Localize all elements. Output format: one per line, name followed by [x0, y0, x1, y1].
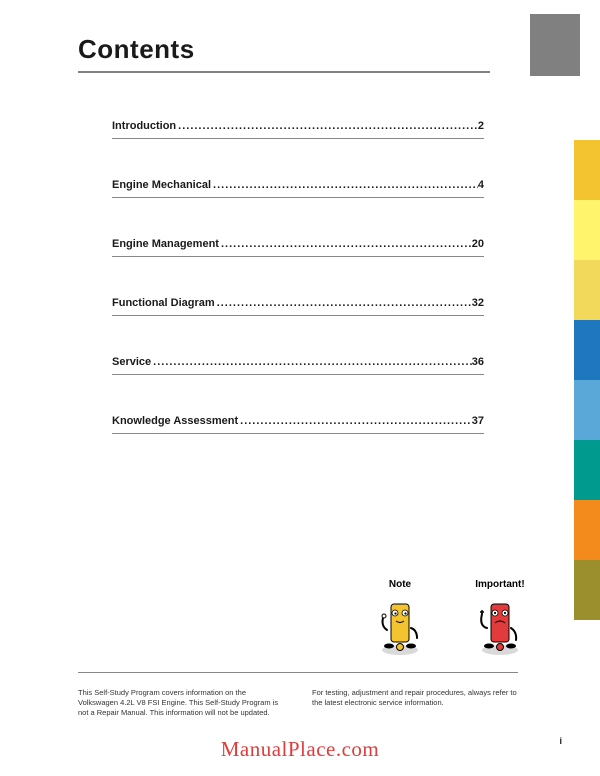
decor-gray-block: [530, 14, 580, 76]
color-tab-7: [574, 560, 600, 620]
legend-note-label: Note: [364, 579, 436, 590]
icon-legend: Note Impo: [364, 579, 536, 658]
toc-row[interactable]: Functional Diagram 32: [112, 297, 484, 316]
watermark: ManualPlace.com: [0, 737, 600, 762]
toc-page: 20: [472, 238, 484, 250]
color-tab-5: [574, 440, 600, 500]
color-tab-1: [574, 200, 600, 260]
footer-text: This Self-Study Program covers informati…: [78, 688, 518, 718]
toc-page: 37: [472, 415, 484, 427]
color-tab-0: [574, 140, 600, 200]
toc-row[interactable]: Engine Mechanical 4: [112, 179, 484, 198]
footer-left: This Self-Study Program covers informati…: [78, 688, 284, 718]
table-of-contents: Introduction 2Engine Mechanical 4Engine …: [112, 120, 484, 474]
color-tab-6: [574, 500, 600, 560]
color-tab-3: [574, 320, 600, 380]
footer-rule: [78, 672, 518, 673]
note-icon: [373, 594, 427, 658]
important-icon: [473, 594, 527, 658]
toc-page: 32: [472, 297, 484, 309]
legend-note: Note: [364, 579, 436, 658]
toc-label: Knowledge Assessment: [112, 415, 238, 427]
toc-label: Introduction: [112, 120, 176, 132]
toc-page: 4: [478, 179, 484, 191]
toc-label: Functional Diagram: [112, 297, 215, 309]
color-tab-4: [574, 380, 600, 440]
toc-row[interactable]: Service 36: [112, 356, 484, 375]
legend-important-label: Important!: [464, 579, 536, 590]
toc-row[interactable]: Introduction 2: [112, 120, 484, 139]
toc-leader: [219, 238, 472, 250]
footer-right: For testing, adjustment and repair proce…: [312, 688, 518, 718]
title-bar: Contents: [78, 34, 490, 73]
toc-leader: [238, 415, 472, 427]
toc-row[interactable]: Engine Management 20: [112, 238, 484, 257]
toc-label: Service: [112, 356, 151, 368]
toc-leader: [215, 297, 472, 309]
section-color-tabs: [574, 140, 600, 620]
toc-leader: [176, 120, 478, 132]
toc-leader: [211, 179, 478, 191]
toc-leader: [151, 356, 472, 368]
toc-page: 36: [472, 356, 484, 368]
legend-important: Important!: [464, 579, 536, 658]
contents-page: Contents Introduction 2 Engine Mechanical…: [0, 0, 600, 776]
toc-label: Engine Mechanical: [112, 179, 211, 191]
page-title: Contents: [78, 34, 490, 65]
toc-label: Engine Management: [112, 238, 219, 250]
toc-page: 2: [478, 120, 484, 132]
toc-row[interactable]: Knowledge Assessment 37: [112, 415, 484, 434]
color-tab-2: [574, 260, 600, 320]
